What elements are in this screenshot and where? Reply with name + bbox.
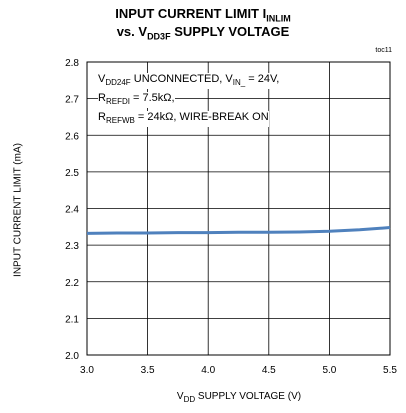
y-tick-label-8: 2.8: [65, 58, 79, 69]
chart-title-line2: vs. VDD3F SUPPLY VOLTAGE: [116, 24, 290, 42]
annotation-line2: RREFDI = 7.5kΩ,: [98, 92, 175, 109]
annotation-line1: VDD24F UNCONNECTED, VIN_ = 24V,: [98, 73, 280, 90]
x-axis-label: VDD SUPPLY VOLTAGE (V): [176, 391, 302, 404]
chart-title-line1: INPUT CURRENT LIMIT IINLIM: [115, 6, 291, 24]
tick-labels: 3.0 3.5 4.0 4.5 5.0 5.5 2.0 2.1 2.2 2.3 2.4 2.5 2.6 2…: [65, 58, 397, 376]
figure-code: toc11: [375, 47, 392, 54]
y-tick-label-6: 2.6: [65, 131, 79, 142]
y-tick-label-3: 2.3: [65, 241, 79, 252]
y-tick-label-0: 2.0: [65, 351, 79, 362]
y-tick-label-4: 2.4: [65, 205, 79, 216]
x-tick-label-0: 3.0: [80, 365, 94, 376]
x-tick-label-3: 4.5: [262, 365, 276, 376]
x-tick-label-5: 5.5: [383, 365, 397, 376]
y-tick-label-5: 2.5: [65, 168, 79, 179]
plot-frame: [86, 61, 391, 356]
y-tick-label-7: 2.7: [65, 95, 79, 106]
annotation-line3: RREFWB = 24kΩ, WIRE-BREAK ON: [98, 111, 269, 128]
x-tick-label-2: 4.0: [201, 365, 215, 376]
x-tick-label-4: 5.0: [322, 365, 336, 376]
x-tick-label-1: 3.5: [141, 365, 155, 376]
series-line: [86, 226, 391, 235]
y-tick-label-2: 2.2: [65, 278, 79, 289]
y-tick-label-1: 2.1: [65, 314, 79, 325]
